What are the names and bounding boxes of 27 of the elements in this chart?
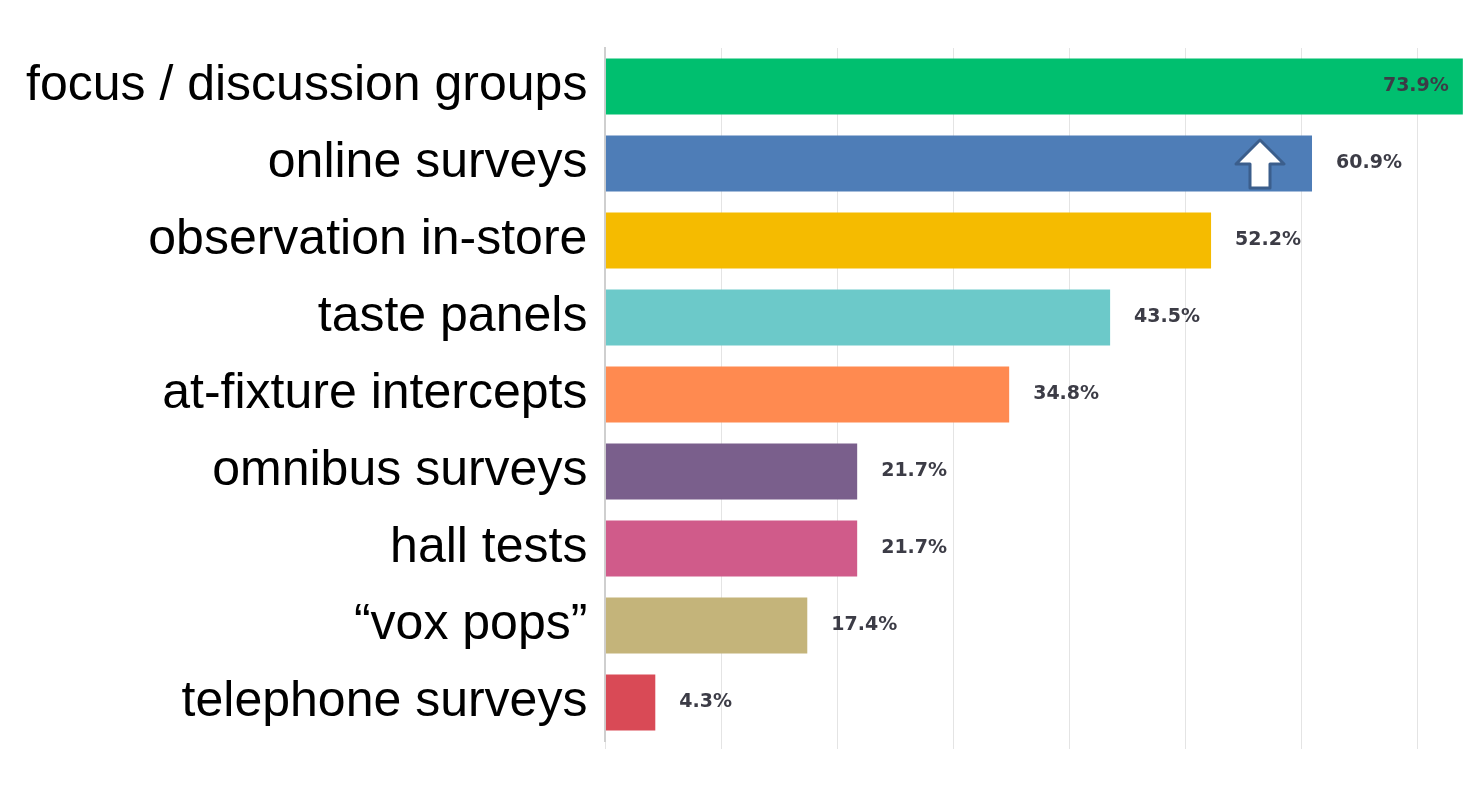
y-tick-label: at-fixture intercepts — [162, 363, 588, 420]
bar — [605, 443, 858, 500]
bar — [605, 58, 1463, 115]
y-tick-label: taste panels — [317, 286, 588, 343]
data-label: 4.3% — [679, 689, 732, 712]
y-tick-label: hall tests — [390, 517, 588, 574]
data-label: 17.4% — [831, 612, 898, 635]
y-tick-label: omnibus surveys — [212, 440, 588, 497]
bar — [605, 520, 858, 577]
bar — [605, 289, 1111, 346]
data-label: 73.9% — [1382, 73, 1449, 96]
bar — [605, 674, 656, 731]
data-label: 34.8% — [1033, 381, 1100, 404]
data-label: 43.5% — [1134, 304, 1201, 327]
y-tick-label: focus / discussion groups — [26, 55, 588, 112]
y-tick-label: observation in-store — [148, 209, 588, 266]
bar — [605, 597, 808, 654]
data-label: 21.7% — [881, 458, 948, 481]
bar — [605, 212, 1212, 269]
data-label: 60.9% — [1336, 150, 1402, 173]
y-tick-label: “vox pops” — [353, 594, 588, 651]
data-label: 52.2% — [1235, 227, 1301, 250]
bar — [605, 366, 1010, 423]
bar — [605, 135, 1313, 192]
data-label: 21.7% — [881, 535, 948, 558]
y-tick-label: online surveys — [267, 132, 588, 189]
y-tick-label: telephone surveys — [181, 671, 588, 728]
